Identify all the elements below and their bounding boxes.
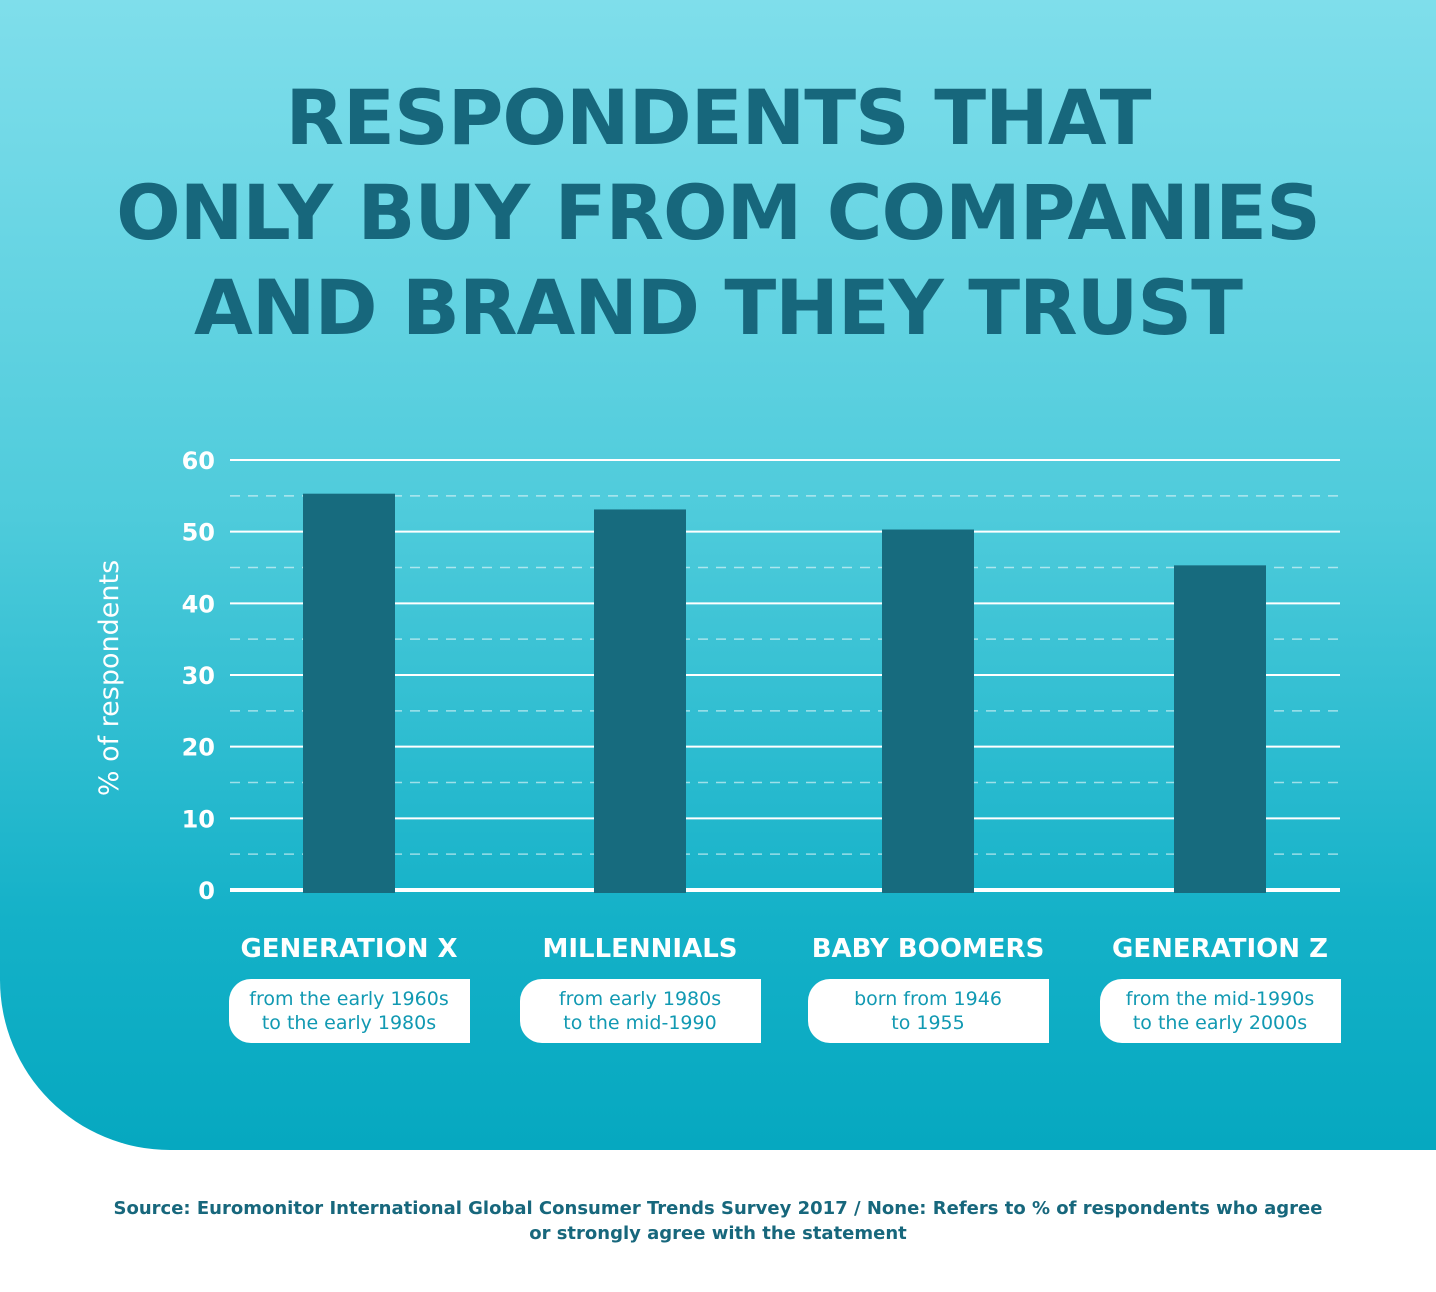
y-tick-label: 0 [198,877,215,905]
category-description-line: to 1955 [891,1012,965,1034]
category-description-box: from the mid-1990s to the early 2000s [1099,979,1341,1043]
y-tick-label: 50 [182,519,215,547]
category-description-line: to the early 2000s [1132,1012,1308,1034]
y-tick-label: 10 [182,805,215,833]
category-description-line: to the early 1980s [261,1012,437,1034]
category-baby-boomers: BABY BOOMERS born from 1946 to 1955 [783,933,1073,1043]
source-footnote-line-1: Source: Euromonitor International Global… [113,1198,1323,1219]
source-footnote-line-2: or strongly agree with the statement [529,1223,907,1244]
bar-generation-z [1174,565,1266,893]
bar-generation-x [303,493,395,893]
x-tick-label: GENERATION Z [1112,934,1328,964]
category-description-box: born from 1946 to 1955 [807,979,1049,1043]
chart-title-line-1: RESPONDENTS THAT [285,73,1152,162]
category-description-line: to the mid-1990 [563,1012,717,1034]
y-tick-label: 20 [182,734,215,762]
bar-chart: 0 10 20 30 40 50 60 [182,447,1266,905]
source-footnote: Source: Euromonitor International Global… [0,1196,1436,1246]
x-tick-label: BABY BOOMERS [811,934,1045,964]
x-tick-label: MILLENNIALS [542,934,738,964]
y-tick-label: 30 [182,662,215,690]
category-description-box: from early 1980s to the mid-1990 [519,979,761,1043]
category-generation-z: GENERATION Z from the mid-1990s to the ear… [1075,933,1365,1043]
y-tick-label: 40 [182,590,215,618]
chart-title-line-3: AND BRAND THEY TRUST [194,263,1243,352]
category-description-line: from the early 1960s [249,988,449,1010]
category-generation-x: GENERATION X from the early 1960s to the e… [204,933,494,1043]
bar-millennials [594,509,686,893]
chart-title: RESPONDENTS THAT ONLY BUY FROM COMPANIES… [0,70,1436,355]
x-tick-label: GENERATION X [240,934,458,964]
category-description-line: from the mid-1990s [1125,988,1315,1010]
category-description-line: from early 1980s [558,988,722,1010]
chart-title-line-2: ONLY BUY FROM COMPANIES [116,168,1321,257]
category-millennials: MILLENNIALS from early 1980s to the mid-19… [495,933,785,1043]
category-description-line: born from 1946 [854,988,1002,1010]
y-tick-label: 60 [182,447,215,475]
category-description-box: from the early 1960s to the early 1980s [228,979,470,1043]
bar-baby-boomers [882,529,974,893]
